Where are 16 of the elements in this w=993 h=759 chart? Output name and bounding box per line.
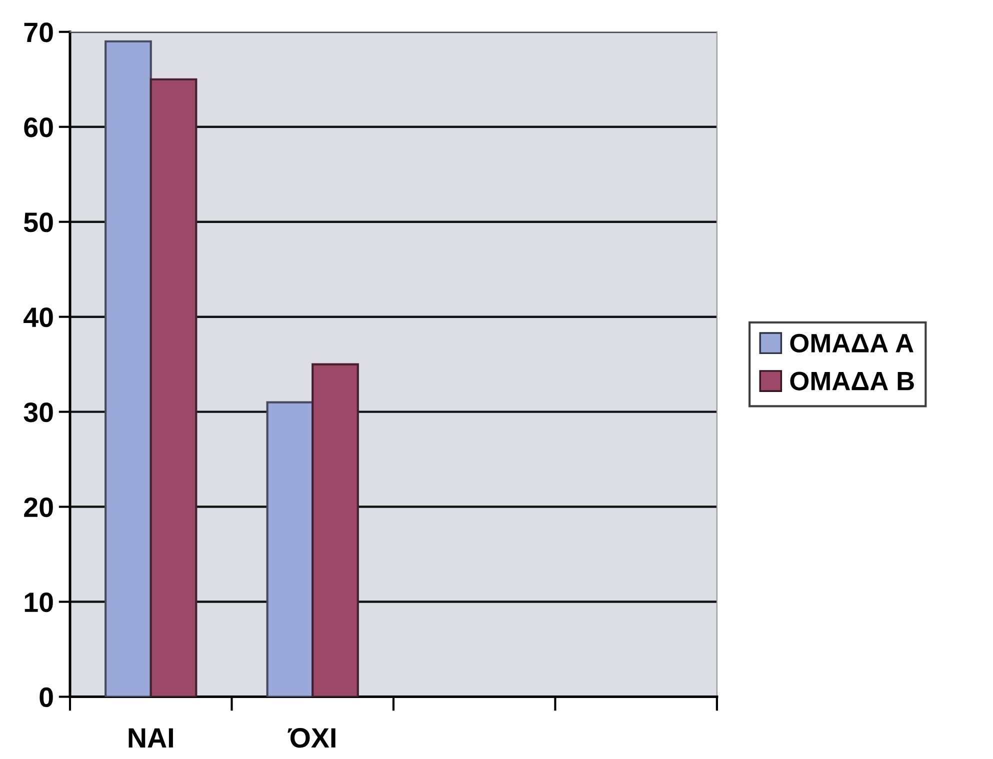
- y-tick-label: 0: [40, 687, 53, 708]
- x-tick-label: ΝΑΙ: [128, 728, 173, 748]
- y-tick-label: 30: [24, 402, 53, 422]
- y-tick-label: 40: [24, 307, 53, 328]
- x-tick-label: ΌΧΙ: [288, 728, 336, 748]
- legend-label: ΟΜΑΔΑ Α: [790, 334, 914, 353]
- y-tick-label: 10: [24, 592, 53, 612]
- bar: [266, 401, 314, 697]
- y-tick-label: 20: [24, 497, 53, 518]
- bar: [312, 363, 359, 697]
- y-tick-label: 60: [24, 118, 53, 138]
- bar: [150, 78, 198, 697]
- y-tick-label: 70: [24, 22, 53, 42]
- y-tick-label: 50: [24, 212, 53, 232]
- legend-label: ΟΜΑΔΑ Β: [790, 372, 914, 390]
- bar: [104, 40, 152, 697]
